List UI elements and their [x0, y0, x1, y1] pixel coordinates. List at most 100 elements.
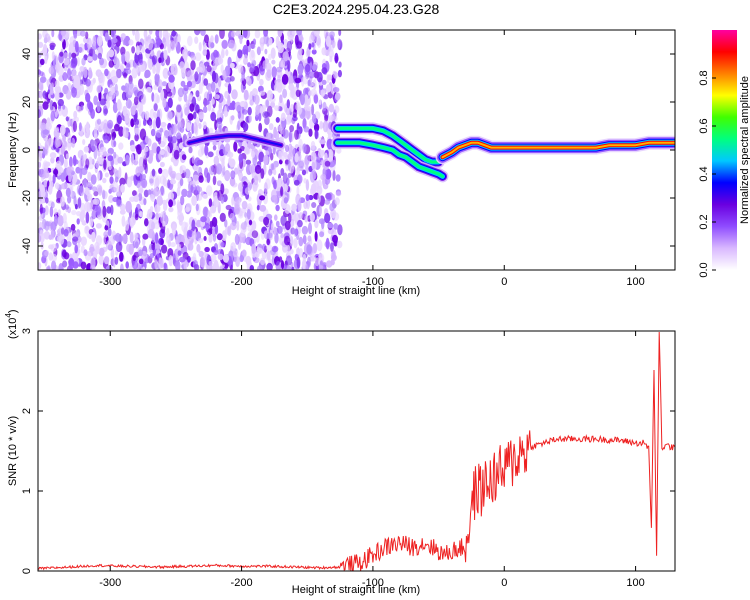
spectrogram-noise-blob [251, 230, 259, 239]
spectrogram-noise-blob [190, 55, 197, 61]
spectrogram-noise-blob [202, 121, 207, 130]
spectrogram-noise-blob [48, 66, 54, 75]
spectrogram-noise-blob [120, 263, 124, 270]
spectrogram-noise-blob [256, 246, 261, 256]
spectrogram-noise-blob [228, 157, 233, 166]
spectrogram-noise-blob [171, 30, 177, 37]
spectrogram-noise-blob [294, 77, 302, 84]
spectrogram-noise-blob [82, 139, 86, 145]
spectrogram-noise-blob [51, 30, 55, 38]
spectrogram-noise-blob [223, 110, 229, 117]
spectrogram-noise-blob [185, 203, 192, 211]
spectrogram-noise-blob [156, 67, 160, 75]
spectrogram-noise-blob [198, 42, 202, 52]
spectrogram-image [38, 30, 675, 270]
spectrogram-noise-blob [73, 195, 77, 207]
spectrogram-noise-blob [103, 135, 110, 144]
spectrogram-noise-blob [245, 236, 252, 246]
spectrogram-noise-blob [192, 174, 199, 180]
spectrogram-noise-blob [325, 237, 330, 250]
spectrogram-noise-blob [153, 103, 158, 112]
spectrogram-noise-blob [173, 149, 180, 160]
spectrogram-noise-blob [220, 196, 225, 204]
spectrogram-noise-blob [284, 144, 290, 153]
spectrogram-noise-blob [332, 250, 336, 260]
spectrogram-noise-blob [311, 202, 317, 208]
spectrogram-noise-blob [149, 108, 155, 120]
spectrogram-noise-blob [213, 155, 220, 166]
spectrogram-noise-blob [198, 250, 204, 258]
spectrogram-noise-blob [43, 179, 48, 188]
spectrogram-noise-blob [49, 206, 54, 218]
spectrogram-noise-blob [96, 184, 103, 193]
spectrogram-noise-blob [265, 251, 272, 261]
spectrogram-noise-blob [109, 176, 114, 184]
spectrogram-noise-blob [93, 198, 100, 205]
spectrogram-noise-blob [47, 137, 54, 148]
spectrogram-noise-blob [74, 244, 78, 254]
spectrogram-noise-blob [97, 52, 103, 60]
spectrogram-noise-blob [41, 197, 45, 204]
spectrogram-noise-blob [114, 256, 119, 265]
spectrogram-noise-blob [290, 104, 294, 113]
spectrogram-noise-blob [290, 227, 296, 235]
spectrogram-noise-blob [115, 35, 121, 48]
spectrogram-noise-blob [138, 258, 144, 265]
spectrogram-noise-blob [79, 185, 84, 194]
colorbar-gradient [712, 30, 737, 270]
spectrogram-noise-blob [229, 222, 237, 231]
spectrogram-noise-blob [306, 155, 311, 163]
spectrogram-noise-blob [204, 144, 209, 156]
spectrogram-noise-blob [275, 220, 280, 228]
spectrogram-noise-blob [243, 89, 249, 101]
spectrogram-noise-blob [113, 57, 120, 70]
spectrogram-noise-blob [135, 144, 142, 150]
spectrogram-noise-blob [259, 78, 264, 86]
spectrogram-noise-blob [289, 248, 294, 255]
spectrogram-noise-blob [298, 236, 304, 247]
spectrogram-noise-blob [312, 79, 317, 90]
spectrogram-noise-blob [48, 174, 52, 183]
spectrogram-noise-blob [170, 63, 175, 75]
spectrogram-noise-blob [200, 216, 207, 223]
spectrogram-noise-blob [71, 86, 77, 98]
spectrogram-noise-blob [85, 225, 89, 232]
spectrogram-noise-blob [314, 129, 319, 140]
spectrogram-noise-blob [81, 57, 86, 66]
spectrogram-noise-blob [288, 212, 292, 224]
spectrogram-noise-blob [212, 233, 217, 242]
spectrogram-noise-blob [138, 192, 143, 201]
colorbar-tick-label: 0.0 [698, 262, 710, 277]
spectrogram-noise-blob [134, 213, 139, 221]
spectrogram-noise-blob [298, 248, 303, 258]
spectrogram-noise-blob [41, 218, 47, 230]
spectrogram-noise-blob [324, 114, 329, 122]
spectrogram-noise-blob [187, 50, 191, 57]
snr-multiplier-base: (x10 [7, 318, 19, 339]
spectrogram-noise-blob [38, 103, 42, 110]
spectrogram-noise-blob [154, 221, 161, 230]
snr-multiplier-close: ) [7, 309, 19, 313]
spectrogram-noise-blob [198, 111, 205, 120]
spectrogram-noise-blob [331, 39, 336, 49]
spectrogram-noise-blob [143, 30, 148, 39]
spectrogram-noise-blob [270, 222, 275, 232]
spectrogram-noise-blob [244, 146, 250, 155]
colorbar-tick-label: 0.8 [698, 70, 710, 85]
spectrogram-noise-blob [80, 236, 88, 246]
spectrogram-noise-blob [193, 264, 200, 270]
spectrogram-noise-blob [241, 109, 248, 115]
spectrogram-noise-blob [67, 195, 72, 204]
spectrogram-noise-blob [103, 122, 108, 134]
spectrogram-noise-blob [181, 154, 187, 161]
spectrogram-trace-upper-trace [336, 126, 441, 164]
spectrogram-noise-blob [230, 242, 236, 252]
spectrogram-noise-blob [294, 129, 299, 140]
snr-x-tick-label: -100 [362, 577, 384, 589]
spectrogram-noise-blob [211, 216, 218, 228]
spectrogram-noise-blob [102, 189, 106, 200]
spectrogram-noise-blob [65, 153, 69, 160]
spectrogram-noise-blob [133, 96, 139, 106]
spectrogram-noise-blob [273, 226, 277, 236]
spectrogram-noise-blob [176, 104, 182, 113]
